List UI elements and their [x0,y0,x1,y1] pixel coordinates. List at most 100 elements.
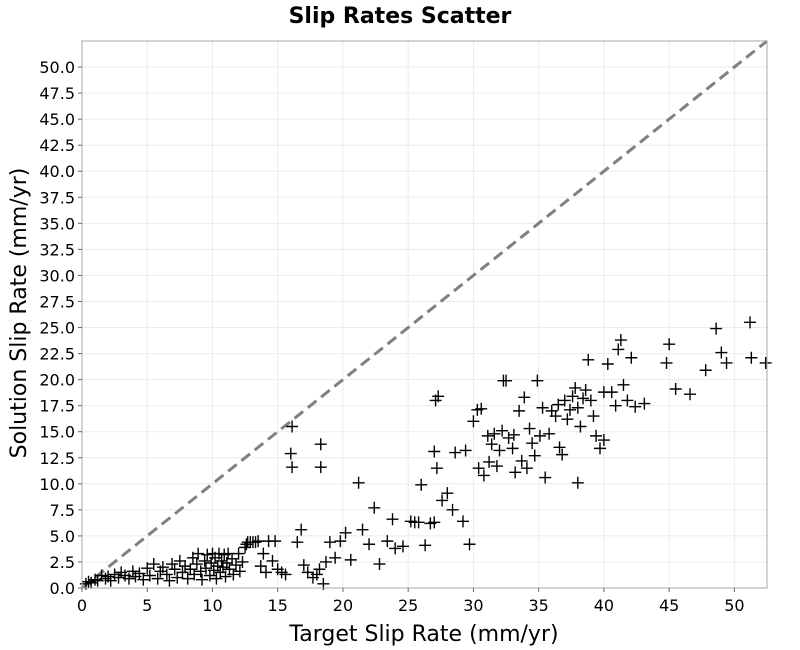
scatter-point [295,523,308,536]
scatter-point [286,420,299,433]
scatter-point [566,390,579,403]
scatter-point [229,559,242,572]
scatter-point [523,422,536,435]
y-tick-label: 32.5 [39,240,75,259]
x-tick-label: 50 [724,596,744,615]
scatter-point [539,471,552,484]
y-tick-label: 50.0 [39,58,75,77]
x-tick-label: 20 [333,596,353,615]
x-tick-label: 15 [268,596,288,615]
y-tick-label: 37.5 [39,188,75,207]
plot-border [81,40,768,589]
scatter-point [481,429,494,442]
y-tick-label: 15.0 [39,423,75,442]
scatter-point [314,461,327,474]
scatter-point [556,448,569,461]
scatter-point [259,566,272,579]
scatter-point [699,364,712,377]
scatter-point [587,410,600,423]
scatter-point [485,438,498,451]
scatter-point [176,566,189,579]
scatter-point [579,384,592,397]
y-tick-label: 7.5 [50,501,75,520]
scatter-point [310,568,323,581]
scatter-point [744,316,757,329]
scatter-point [188,568,201,581]
scatter-point [227,568,240,581]
scatter-point [389,542,402,555]
scatter-point [617,378,630,391]
x-tick-label: 10 [202,596,222,615]
scatter-point [720,356,733,369]
scatter-point [593,442,606,455]
scatter-point [467,415,480,428]
scatter-point [314,438,327,451]
scatter-point [531,374,544,387]
scatter-point [386,513,399,526]
scatter-point [323,536,336,549]
scatter-point [339,526,352,539]
scatter-point [239,541,252,554]
scatter-point [441,487,454,500]
scatter-point [160,568,173,581]
y-tick-label: 45.0 [39,110,75,129]
scatter-point [436,494,449,507]
scatter-point [266,554,279,567]
scatter-point [684,388,697,401]
scatter-point [141,562,154,575]
scatter-point [475,402,488,415]
scatter-point [759,356,772,369]
scatter-point [710,322,723,335]
scatter-point [472,462,485,475]
y-tick-label: 2.5 [50,553,75,572]
scatter-point [412,516,425,529]
y-tick-label: 40.0 [39,162,75,181]
y-tick-label: 25.0 [39,319,75,338]
scatter-point [89,573,102,586]
scatter-point [488,427,501,440]
scatter-point [558,394,571,407]
scatter-point [173,554,186,567]
y-tick-label: 0.0 [50,579,75,598]
scatter-point [126,565,139,578]
y-tick-label: 12.5 [39,449,75,468]
x-tick-label: 30 [463,596,483,615]
scatter-point [196,573,209,586]
scatter-point [509,466,522,479]
scatter-point [553,441,566,454]
scatter-point [483,455,496,468]
scatter-point [363,538,376,551]
scatter-point [352,476,365,489]
scatter-point [168,563,181,576]
scatter-point [590,429,603,442]
y-tick-label: 20.0 [39,371,75,390]
scatter-point [493,444,506,457]
scatter-point [201,548,214,561]
x-axis-ticks: 0 5 10 15 20 25 30 35 40 45 50 [77,588,745,615]
scatter-point [249,536,262,549]
scatter-point [334,535,347,548]
scatter-point [518,391,531,404]
scatter-point [254,560,267,573]
scatter-point [232,547,245,560]
scatter-point [571,476,584,489]
scatter-point [552,398,565,411]
scatter-point [297,559,310,572]
scatter-point [496,424,509,437]
y-tick-label: 22.5 [39,345,75,364]
reference-line [81,39,768,590]
x-tick-label: 25 [398,596,418,615]
scatter-point [605,386,618,399]
scatter-point [301,566,314,579]
scatter-point [500,374,513,387]
scatter-point [198,554,211,567]
scatter-point [459,444,472,457]
scatter-point [569,381,582,394]
scatter-point [584,394,597,407]
scatter-point [490,460,503,473]
scatter-point [419,539,432,552]
scatter-point [329,551,342,564]
scatter-point [192,547,205,560]
y-tick-label: 10.0 [39,475,75,494]
